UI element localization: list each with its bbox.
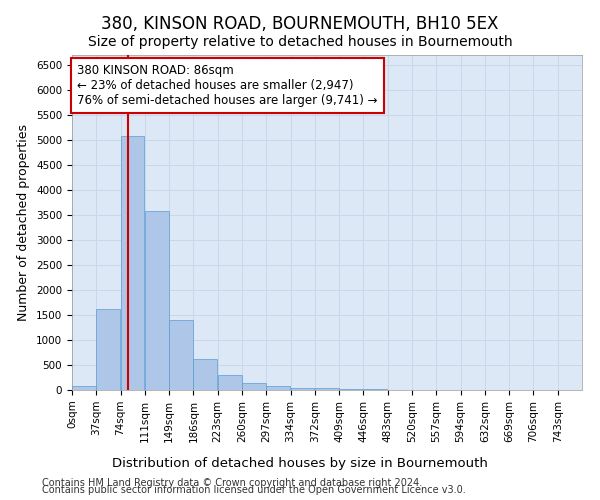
Text: Size of property relative to detached houses in Bournemouth: Size of property relative to detached ho… xyxy=(88,35,512,49)
Bar xyxy=(72,386,96,390)
Bar xyxy=(315,388,338,390)
Bar xyxy=(193,359,217,390)
Bar xyxy=(169,320,193,390)
Bar xyxy=(364,389,387,390)
Text: 380, KINSON ROAD, BOURNEMOUTH, BH10 5EX: 380, KINSON ROAD, BOURNEMOUTH, BH10 5EX xyxy=(101,15,499,33)
Bar xyxy=(121,136,145,390)
Y-axis label: Number of detached properties: Number of detached properties xyxy=(17,124,31,321)
Bar xyxy=(290,388,314,390)
Text: Distribution of detached houses by size in Bournemouth: Distribution of detached houses by size … xyxy=(112,458,488,470)
Text: 380 KINSON ROAD: 86sqm
← 23% of detached houses are smaller (2,947)
76% of semi-: 380 KINSON ROAD: 86sqm ← 23% of detached… xyxy=(77,64,378,107)
Bar xyxy=(242,383,266,390)
Text: Contains HM Land Registry data © Crown copyright and database right 2024.: Contains HM Land Registry data © Crown c… xyxy=(42,478,422,488)
Text: Contains public sector information licensed under the Open Government Licence v3: Contains public sector information licen… xyxy=(42,485,466,495)
Bar xyxy=(145,211,169,390)
Bar xyxy=(266,386,290,390)
Bar xyxy=(96,308,120,390)
Bar xyxy=(218,375,242,390)
Bar xyxy=(339,388,363,390)
